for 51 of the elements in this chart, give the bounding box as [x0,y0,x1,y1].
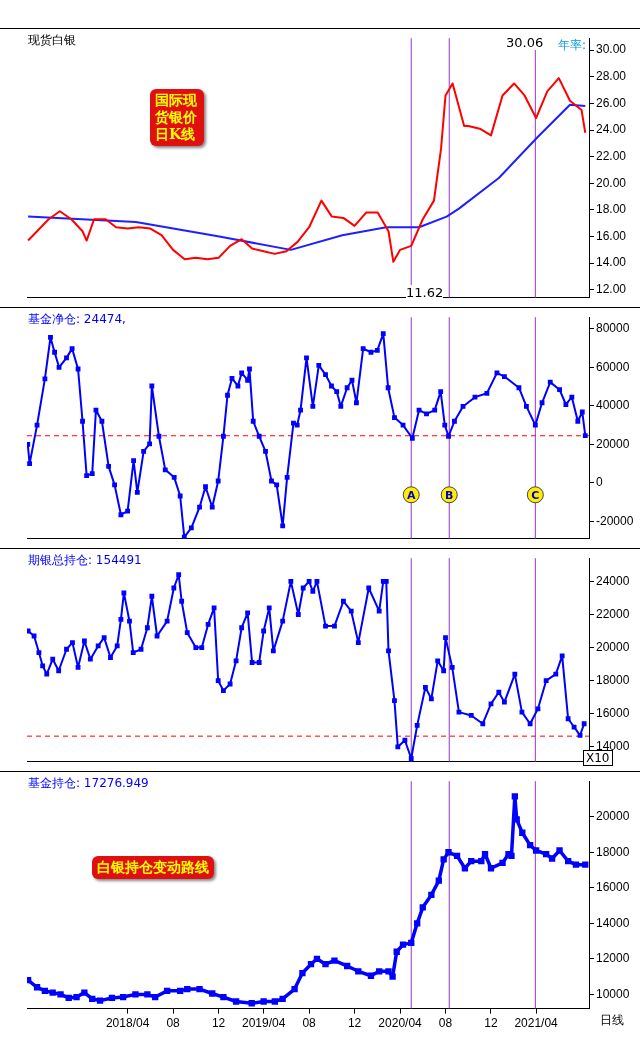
y-tick-label: 24000 [596,573,630,588]
annotation: 白银持仓变动路线 [92,856,214,879]
y-tick-label: 18000 [596,673,630,687]
x-tick-label: 2018/04 [105,1016,150,1031]
annotation: 年率: [558,37,587,54]
y-tick-label: 12000 [596,951,630,966]
chart-title: 现货白银 [28,32,76,49]
y-tick-label: 22.00 [596,149,627,163]
x-tick-label: 2020/04 [378,1016,423,1031]
y-tick-label: 12.00 [596,282,627,297]
y-tick-label: 60000 [596,359,630,374]
x-tick-label: 12 [211,1016,226,1031]
x-tick-label: 2019/04 [241,1016,286,1031]
y-tick-label: 14000 [596,915,630,930]
y-tick-label: 20000 [596,639,630,654]
text: 日线 [600,1012,624,1029]
y-tick-label: 22000 [596,606,630,621]
x-tick-label: 08 [302,1016,317,1031]
annotation: X10 [583,750,613,766]
y-tick-label: 28.00 [596,69,627,84]
annotation: 30.06 [506,35,544,50]
y-tick-label: 20000 [596,809,630,824]
y-tick-label: 30.00 [596,42,627,57]
chart-title: 基金持仓: 17276.949 [28,775,149,792]
x-tick-label: 08 [438,1016,453,1031]
y-tick-label: 14.00 [596,255,627,270]
x-tick-label: 12 [347,1016,362,1031]
y-tick-label: 0 [596,475,603,490]
y-tick-label: 18.00 [596,202,627,217]
y-tick-label: 40000 [596,398,630,413]
chart-title: 期银总持仓: 154491 [28,552,142,569]
annotation: 11.62 [406,285,444,300]
y-tick-label: 26.00 [596,95,627,110]
x-tick-label: 12 [484,1016,498,1031]
annotation: 国际现货银价日K线 [150,89,204,146]
y-tick-label: -20000 [596,513,634,528]
ref-line-label: A [406,488,416,502]
x-tick-label: 08 [166,1016,181,1031]
x-tick-label: 2021/04 [514,1016,559,1031]
y-tick-label: 24.00 [596,122,627,137]
chart-title: 基金净仓: 24474, [28,311,126,328]
y-tick-label: 16.00 [596,228,627,243]
y-tick-label: 18000 [596,844,630,859]
y-tick-label: 80000 [596,321,630,336]
y-tick-label: 20000 [596,436,630,451]
ref-line-label: B [445,488,454,502]
y-tick-label: 16000 [596,706,630,721]
ref-line-label: C [531,488,540,502]
y-tick-label: 10000 [596,986,630,1001]
y-tick-label: 20.00 [596,175,627,190]
y-tick-label: 16000 [596,880,630,895]
